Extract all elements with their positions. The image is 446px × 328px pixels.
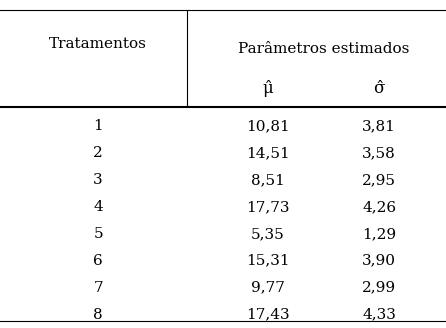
Text: 3,90: 3,90 bbox=[362, 254, 396, 268]
Text: 9,77: 9,77 bbox=[251, 281, 285, 295]
Text: 2: 2 bbox=[93, 146, 103, 160]
Text: 1: 1 bbox=[93, 119, 103, 133]
Text: 3: 3 bbox=[93, 173, 103, 187]
Text: 14,51: 14,51 bbox=[246, 146, 289, 160]
Text: 7: 7 bbox=[93, 281, 103, 295]
Text: μ̂: μ̂ bbox=[262, 80, 273, 97]
Text: 4,26: 4,26 bbox=[362, 200, 396, 214]
Text: 1,29: 1,29 bbox=[362, 227, 396, 241]
Text: 4,33: 4,33 bbox=[362, 308, 396, 321]
Text: σ̂: σ̂ bbox=[373, 80, 385, 97]
Text: 3,58: 3,58 bbox=[362, 146, 396, 160]
Text: 15,31: 15,31 bbox=[246, 254, 289, 268]
Text: 3,81: 3,81 bbox=[362, 119, 396, 133]
Text: 10,81: 10,81 bbox=[246, 119, 289, 133]
Text: 5: 5 bbox=[93, 227, 103, 241]
Text: 5,35: 5,35 bbox=[251, 227, 285, 241]
Text: Parâmetros estimados: Parâmetros estimados bbox=[238, 42, 409, 56]
Text: 8: 8 bbox=[93, 308, 103, 321]
Text: 8,51: 8,51 bbox=[251, 173, 285, 187]
Text: 2,95: 2,95 bbox=[362, 173, 396, 187]
Text: 17,43: 17,43 bbox=[246, 308, 289, 321]
Text: 4: 4 bbox=[93, 200, 103, 214]
Text: 17,73: 17,73 bbox=[246, 200, 289, 214]
Text: 6: 6 bbox=[93, 254, 103, 268]
Text: 2,99: 2,99 bbox=[362, 281, 396, 295]
Text: Tratamentos: Tratamentos bbox=[49, 37, 147, 51]
